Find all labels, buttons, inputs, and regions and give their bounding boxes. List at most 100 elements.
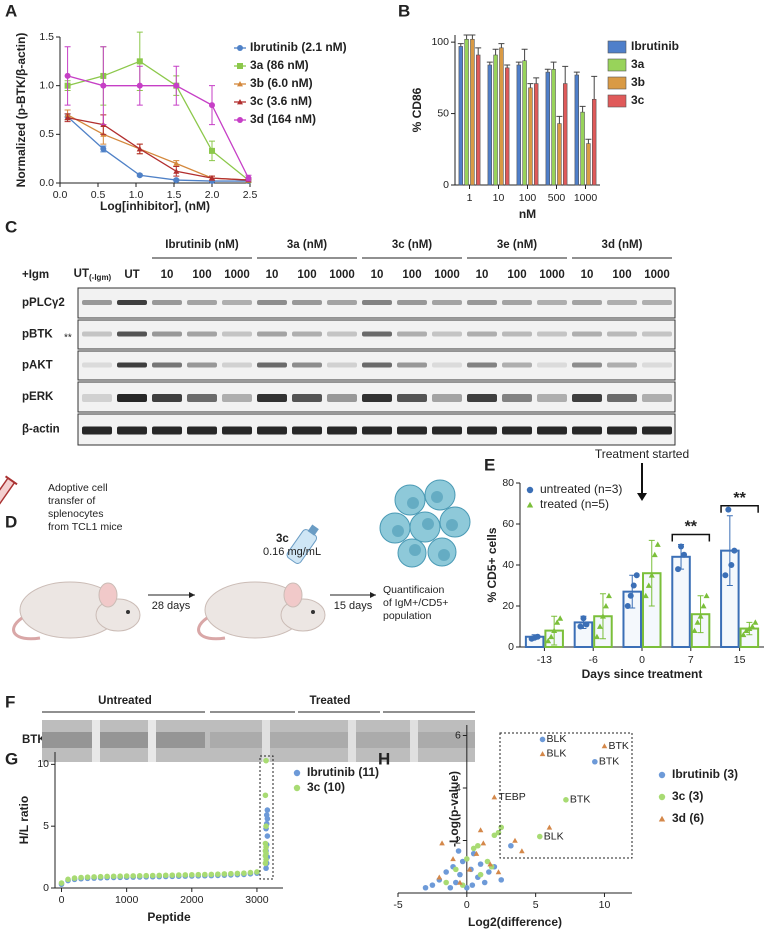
blot-band [642, 362, 672, 368]
data-point [691, 627, 698, 633]
data-point [443, 879, 449, 886]
error-bar [463, 34, 470, 40]
legend-label: 3d (6) [672, 811, 704, 825]
group-label: Treated [310, 695, 351, 707]
data-point [749, 623, 756, 629]
data-point [136, 58, 143, 65]
bar [516, 64, 522, 186]
data-point [694, 619, 701, 625]
legend-marker [658, 771, 666, 779]
step-label: from TCL1 mice [48, 521, 123, 533]
blot-band [502, 426, 532, 435]
panel-f-blot [42, 711, 475, 762]
blot-band [327, 300, 357, 305]
data-point [498, 877, 505, 883]
lane-label: 100 [192, 269, 211, 281]
data-point [583, 621, 590, 628]
data-point [136, 872, 143, 879]
legend-marker [237, 117, 243, 123]
data-point [563, 797, 569, 803]
y-tick-label: 6 [455, 729, 461, 741]
error-bar [521, 48, 528, 61]
data-point [470, 845, 477, 852]
data-point [592, 758, 598, 765]
series-line [67, 116, 249, 182]
data-point [254, 869, 260, 875]
blot-band [117, 331, 147, 337]
x-tick-label: 1.5 [167, 189, 182, 201]
interval-label: 15 days [334, 600, 373, 612]
data-point [477, 827, 484, 833]
legend-label: 3c (10) [307, 780, 345, 794]
step-label: population [383, 610, 432, 622]
blot-band [82, 331, 112, 337]
data-point [457, 871, 463, 878]
blot-band [362, 394, 392, 402]
row-label: BTK [22, 734, 46, 746]
data-point [100, 145, 107, 152]
blot-band [327, 362, 357, 368]
data-point [117, 873, 123, 879]
blot-band [222, 300, 252, 305]
error-bar [573, 71, 580, 75]
lane-label: 10 [476, 269, 489, 281]
x-tick-label: 5 [533, 899, 539, 911]
data-point [263, 823, 269, 829]
bar [493, 54, 498, 186]
x-axis-label: Days since treatment [582, 667, 703, 681]
blot-band [537, 300, 567, 305]
data-point [100, 82, 107, 89]
blot-band [467, 394, 497, 402]
error-bar [533, 77, 540, 84]
x-tick-label: 10 [493, 192, 505, 204]
legend-label: Ibrutinib (3) [672, 767, 738, 781]
data-point [195, 871, 202, 878]
point-label: BTK [570, 794, 590, 806]
lane-label: 10 [581, 269, 594, 281]
x-tick-label: 1.0 [129, 189, 144, 201]
data-point [703, 592, 710, 599]
data-point [65, 876, 71, 883]
data-point [491, 794, 498, 800]
data-point [725, 506, 732, 513]
data-point [481, 879, 488, 886]
legend-marker [237, 99, 243, 105]
error-bar [562, 65, 569, 84]
blot-band [292, 426, 322, 435]
row-label: β-actin [22, 424, 60, 436]
data-point [202, 871, 208, 878]
series-line [67, 117, 249, 181]
data-point [173, 82, 180, 89]
data-point [599, 613, 606, 619]
data-point [264, 833, 271, 839]
lane-label: 10 [266, 269, 279, 281]
data-point [464, 884, 470, 891]
group-label: Untreated [98, 695, 152, 707]
data-point [548, 633, 555, 640]
data-point [596, 623, 603, 629]
data-point [469, 882, 476, 888]
data-point [71, 875, 78, 881]
error-bar [515, 61, 522, 65]
data-point [228, 870, 234, 877]
x-tick-label: -6 [589, 654, 598, 666]
bar [464, 38, 469, 186]
blot-band [327, 426, 357, 435]
data-point [136, 172, 143, 179]
data-point [439, 840, 445, 846]
y-tick-label: 4 [455, 782, 461, 794]
data-point [675, 566, 682, 573]
significance-bracket [720, 505, 759, 513]
x-tick-label: 2.0 [205, 189, 220, 201]
x-tick-label: 15 [734, 654, 746, 666]
data-point [466, 866, 473, 872]
legend-swatch [607, 40, 627, 54]
error-bar [469, 34, 476, 40]
blot-band [117, 300, 147, 305]
blot-band [187, 331, 217, 337]
blot-band [82, 362, 112, 368]
data-point [722, 572, 729, 579]
legend-label: Ibrutinib (11) [307, 765, 379, 779]
data-point [697, 613, 704, 619]
blot-band [257, 331, 287, 337]
